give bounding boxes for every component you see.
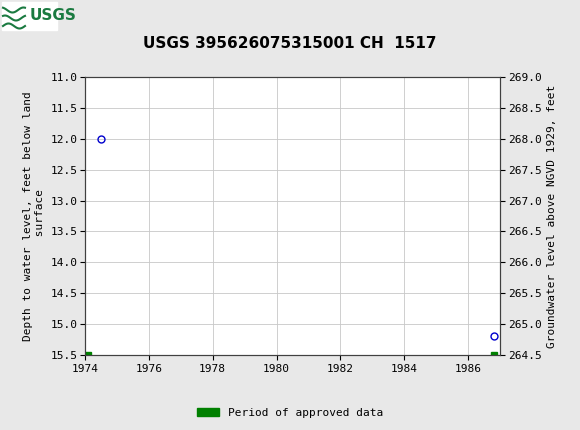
Text: USGS 395626075315001 CH  1517: USGS 395626075315001 CH 1517 [143, 36, 437, 51]
Y-axis label: Depth to water level, feet below land
 surface: Depth to water level, feet below land su… [23, 91, 45, 341]
Text: USGS: USGS [30, 9, 77, 24]
Y-axis label: Groundwater level above NGVD 1929, feet: Groundwater level above NGVD 1929, feet [547, 84, 557, 347]
Legend: Period of approved data: Period of approved data [193, 403, 387, 422]
Bar [2, 2, 57, 30]
